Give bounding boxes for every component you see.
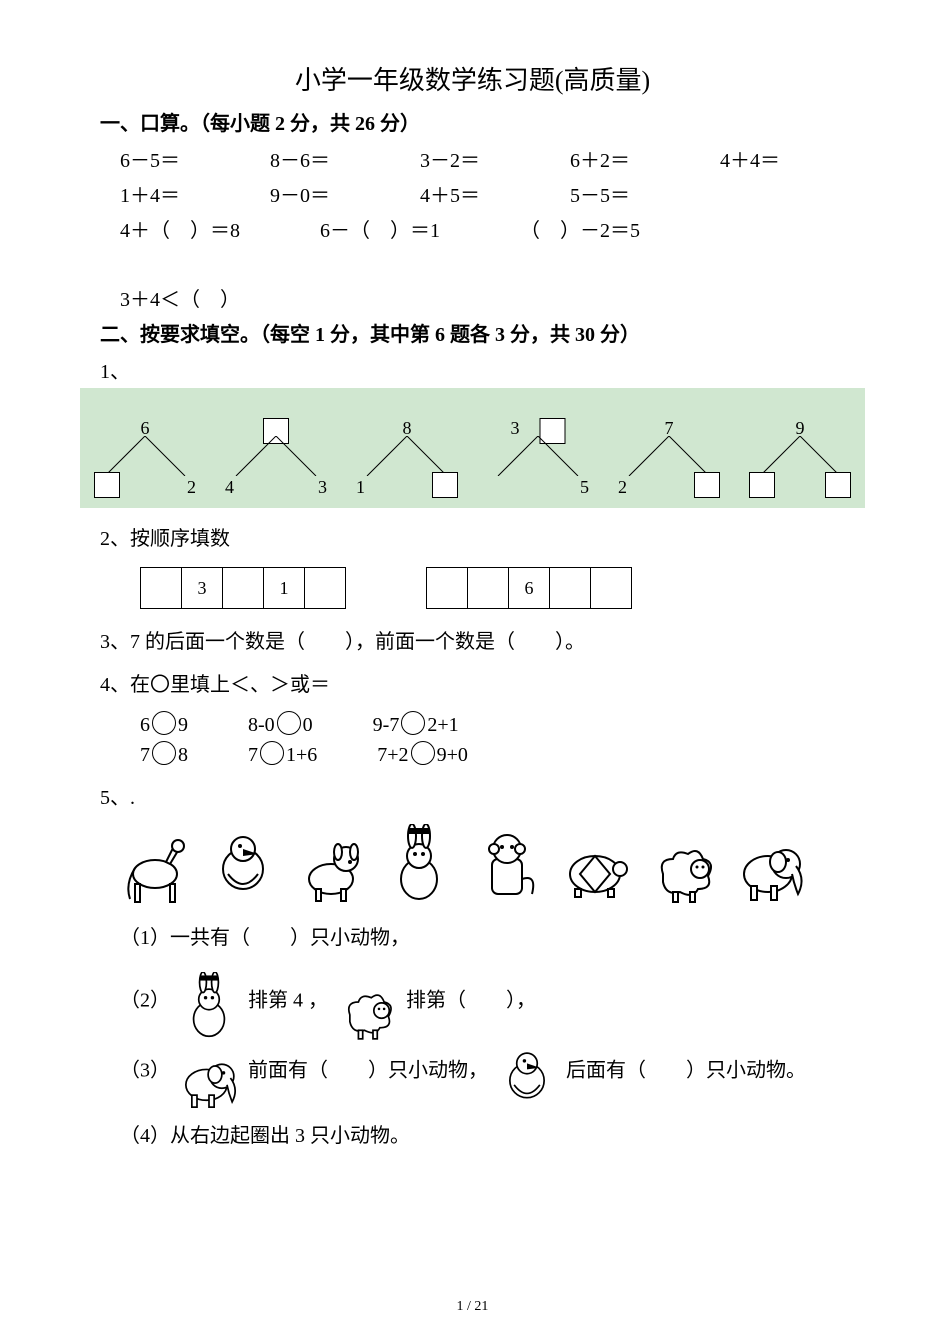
calc-item: 6－（ ）＝1	[320, 214, 480, 243]
compare-item: 7+29+0	[377, 741, 468, 767]
bird-icon	[208, 824, 278, 904]
elephant-icon	[736, 824, 806, 904]
rabbit-icon	[179, 972, 239, 1032]
calc-item: 9－0＝	[270, 179, 380, 208]
number-bond: 43	[221, 418, 331, 498]
q5b-pre: （2）	[120, 990, 170, 1012]
sequence-row: 31 6	[140, 567, 845, 609]
q5c-mid: 前面有（ ）只小动物，	[248, 1060, 488, 1082]
sequence-cell	[140, 567, 181, 609]
q1-label: 1、	[100, 355, 845, 384]
elephant-icon	[179, 1042, 239, 1102]
bird-icon	[497, 1042, 557, 1102]
sequence-cell	[467, 567, 508, 609]
calc-item: 5－5＝	[570, 179, 680, 208]
calc-item: （ ）－2＝5	[520, 214, 680, 243]
rabbit-icon	[384, 824, 454, 904]
compare-item: 69	[140, 711, 188, 737]
number-bond: 9	[745, 418, 855, 498]
compare-row: 78 71+6 7+29+0	[140, 741, 845, 767]
section2-heading: 二、按要求填空。（每空 1 分，其中第 6 题各 3 分，共 30 分）	[100, 318, 845, 347]
sequence-cell	[426, 567, 467, 609]
q5b-mid: 排第 4 ，	[248, 990, 333, 1012]
sequence-cell	[549, 567, 590, 609]
q5c-pre: （3）	[120, 1060, 170, 1082]
compare-container: 69 8-00 9-72+1 78 71+6 7+29+0	[100, 711, 845, 767]
q5-sub-b: （2） 排第 4 ， 排第（ ），	[120, 972, 845, 1032]
calc-row-2: 1＋4＝ 9－0＝ 4＋5＝ 5－5＝	[120, 179, 845, 208]
q2-label: 2、按顺序填数	[100, 522, 845, 551]
q5-sub-a: （1）一共有（ ）只小动物，	[120, 914, 845, 962]
calc-row-3: 4＋（ ）＝8 6－（ ）＝1 （ ）－2＝5 3＋4＜（ ）	[120, 214, 845, 312]
number-bond: 72	[614, 418, 724, 498]
calc-row-1: 6－5＝ 8－6＝ 3－2＝ 6＋2＝ 4＋4＝	[120, 144, 845, 173]
worksheet-page: 小学一年级数学练习题(高质量) 一、口算。（每小题 2 分，共 26 分） 6－…	[0, 0, 945, 1335]
calc-item: 6－5＝	[120, 144, 230, 173]
sequence-1: 31	[140, 567, 346, 609]
q5b-post: 排第（ ），	[406, 990, 536, 1012]
q4-label: 4、在〇里填上＜、＞或＝	[100, 668, 845, 697]
section1-heading: 一、口算。（每小题 2 分，共 26 分）	[100, 107, 845, 136]
monkey-icon	[472, 824, 542, 904]
horse-icon	[120, 824, 190, 904]
compare-row: 69 8-00 9-72+1	[140, 711, 845, 737]
compare-item: 8-00	[248, 711, 313, 737]
sequence-cell: 1	[263, 567, 304, 609]
number-bond: 35	[483, 418, 593, 498]
sheep-icon	[337, 972, 397, 1032]
calc-item: 4＋4＝	[720, 144, 830, 173]
compare-item: 78	[140, 741, 188, 767]
sequence-cell	[304, 567, 346, 609]
q3-text: 3、7 的后面一个数是（ ），前面一个数是（ ）。	[100, 625, 845, 654]
q5c-post: 后面有（ ）只小动物。	[566, 1060, 806, 1082]
calc-item: 1＋4＝	[120, 179, 230, 208]
sequence-cell	[590, 567, 632, 609]
compare-item: 71+6	[248, 741, 317, 767]
animals-row	[120, 824, 845, 904]
number-bond-strip: 62 43 81 35 72 9	[80, 388, 865, 508]
sequence-cell: 6	[508, 567, 549, 609]
calc-item: 3－2＝	[420, 144, 530, 173]
page-number: 1 / 21	[0, 1299, 945, 1315]
sequence-cell	[222, 567, 263, 609]
calc-item: 3＋4＜（ ）	[120, 283, 280, 312]
page-title: 小学一年级数学练习题(高质量)	[100, 60, 845, 97]
dog-icon	[296, 824, 366, 904]
calc-item: 4＋5＝	[420, 179, 530, 208]
calc-item: 8－6＝	[270, 144, 380, 173]
number-bond: 81	[352, 418, 462, 498]
q5-sub-d: （4）从右边起圈出 3 只小动物。	[120, 1112, 845, 1160]
sequence-2: 6	[426, 567, 632, 609]
compare-item: 9-72+1	[373, 711, 459, 737]
sequence-cell: 3	[181, 567, 222, 609]
q5-sub-c: （3） 前面有（ ）只小动物， 后面有（ ）只小动物。	[120, 1042, 845, 1102]
number-bond: 62	[90, 418, 200, 498]
calc-item: 6＋2＝	[570, 144, 680, 173]
turtle-icon	[560, 824, 630, 904]
calc-item: 4＋（ ）＝8	[120, 214, 280, 243]
sheep-icon	[648, 824, 718, 904]
q5-label: 5、.	[100, 781, 845, 810]
